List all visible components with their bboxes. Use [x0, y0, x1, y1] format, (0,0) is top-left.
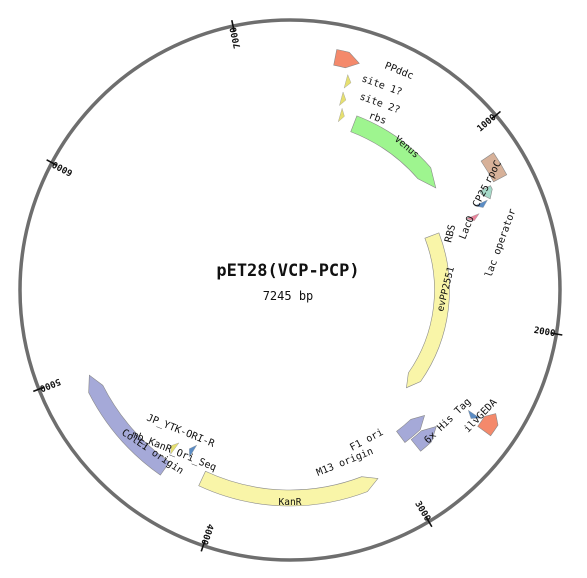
kanr-feature [198, 470, 379, 507]
label-kanr: KanR [279, 497, 302, 508]
tick-mark-3000 [425, 516, 433, 528]
tick-label-7000: 7000 [229, 26, 243, 49]
label-rbs: RBS [443, 224, 458, 244]
label-his-tag: 6x His Tag [422, 396, 473, 446]
label-ppddc: PPddc [383, 61, 415, 82]
rpoc-feature [480, 152, 508, 183]
plasmid-length: 7245 bp [263, 289, 314, 303]
tick-mark-7000 [231, 20, 236, 33]
feature-layer [88, 49, 508, 507]
cole1-origin-feature [88, 374, 170, 476]
label-m13-origin: M13 origin [315, 446, 375, 479]
m13-origin-feature [396, 415, 426, 443]
tick-label-6000: 6000 [51, 158, 75, 177]
tick-mark-6000 [46, 159, 58, 167]
tick-label-4000: 4000 [198, 522, 214, 546]
plasmid-name: pET28(VCP-PCP) [216, 261, 359, 281]
site2-feature [339, 91, 347, 107]
tick-mark-2000 [550, 332, 563, 336]
jp-ori-primer [170, 442, 180, 455]
venus-feature [350, 115, 437, 189]
rbs-small-feature [337, 107, 345, 123]
plasmid-backbone [18, 18, 562, 562]
tick-label-5000: 5000 [38, 376, 62, 393]
laco-feature [474, 199, 488, 208]
his-tag-feature [467, 409, 481, 419]
tick-mark-5000 [33, 386, 45, 393]
tick-mark-1000 [490, 110, 501, 120]
tick-label-2000: 2000 [533, 326, 556, 339]
mb-kanr-primer [189, 444, 198, 458]
rbs-feature [465, 213, 480, 221]
ilvgeda-feature [477, 413, 499, 437]
label-lac-operator: lac operator [483, 207, 518, 279]
cp25-feature [479, 185, 493, 200]
site1-feature [343, 73, 352, 89]
evpp2551-feature [406, 232, 450, 389]
tick-mark-4000 [200, 539, 206, 552]
f1-ori-feature [410, 425, 437, 452]
ppddc-feature [333, 49, 360, 69]
label-laco: LacO [458, 215, 477, 241]
tick-label-3000: 3000 [412, 500, 432, 524]
